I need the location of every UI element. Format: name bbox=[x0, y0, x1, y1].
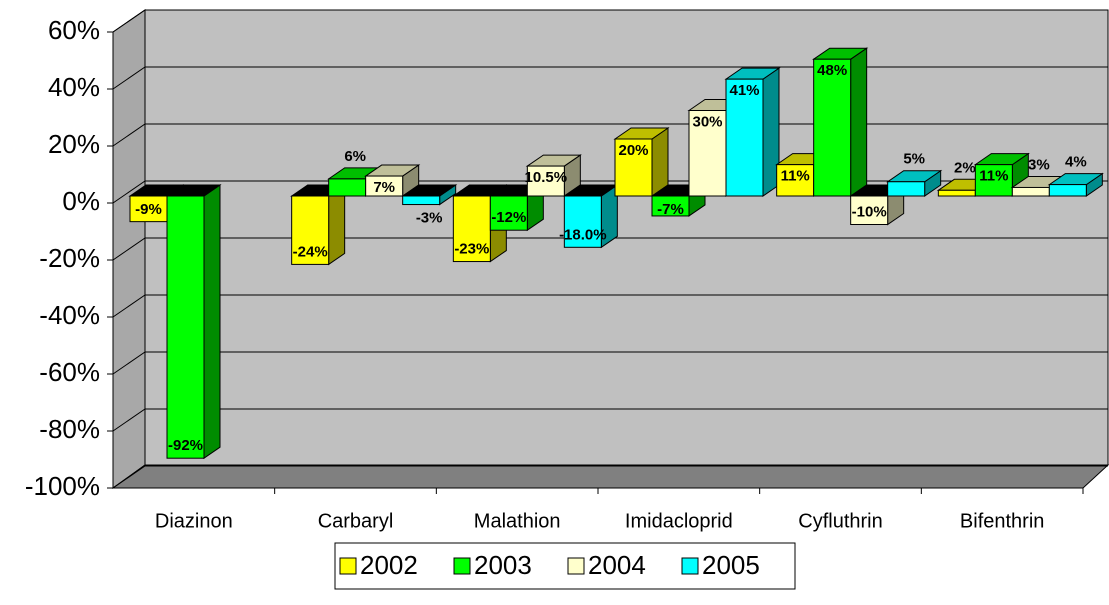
bar bbox=[937, 189, 976, 197]
bar bbox=[1011, 186, 1050, 197]
value-label: 2% bbox=[954, 159, 976, 176]
legend-label: 2004 bbox=[588, 550, 646, 580]
legend-swatch bbox=[567, 557, 585, 575]
bar bbox=[563, 195, 602, 248]
bar-side bbox=[328, 184, 346, 266]
y-tick-label: 0% bbox=[62, 186, 100, 216]
grid bbox=[107, 9, 1108, 494]
value-label: 20% bbox=[618, 142, 648, 159]
value-label: 30% bbox=[692, 113, 722, 130]
bar bbox=[651, 195, 690, 217]
value-label: -18.0% bbox=[559, 226, 607, 243]
y-tick-label: -20% bbox=[39, 243, 100, 273]
legend: 2002 2003 2004 2005 bbox=[339, 550, 760, 580]
bar bbox=[1048, 184, 1087, 197]
value-label: -10% bbox=[852, 203, 887, 220]
bar bbox=[291, 195, 330, 265]
legend-swatch bbox=[681, 557, 699, 575]
legend-swatch bbox=[453, 557, 471, 575]
value-label: 7% bbox=[373, 179, 395, 196]
bar bbox=[328, 178, 367, 197]
bar bbox=[614, 138, 653, 197]
y-tick-label: 40% bbox=[48, 72, 100, 102]
bar bbox=[526, 165, 565, 197]
value-label: -7% bbox=[657, 201, 684, 218]
bar-side bbox=[850, 47, 868, 197]
y-tick-label: -100% bbox=[25, 471, 100, 501]
y-tick-label: 60% bbox=[48, 15, 100, 45]
bar bbox=[365, 175, 404, 197]
grid-line bbox=[112, 465, 1108, 489]
x-tick-label: Cyfluthrin bbox=[798, 510, 882, 532]
bar bbox=[776, 164, 815, 197]
bar bbox=[489, 195, 528, 231]
value-label: -23% bbox=[454, 241, 489, 258]
x-tick-label: Imidacloprid bbox=[625, 510, 733, 532]
legend-label: 2005 bbox=[702, 550, 760, 580]
value-label: 6% bbox=[344, 148, 366, 165]
value-label: 5% bbox=[903, 151, 925, 168]
value-label: 3% bbox=[1028, 156, 1050, 173]
x-tick-label: Carbaryl bbox=[318, 510, 394, 532]
grid-line bbox=[112, 408, 1108, 432]
value-label: 4% bbox=[1065, 154, 1087, 171]
value-label: -92% bbox=[168, 437, 203, 454]
bar bbox=[725, 78, 764, 197]
grid-line bbox=[112, 237, 1108, 261]
bar bbox=[887, 181, 926, 197]
grid-line bbox=[112, 9, 1108, 33]
value-label: 11% bbox=[781, 168, 810, 185]
bar bbox=[850, 195, 889, 225]
value-label: 41% bbox=[729, 82, 759, 99]
bar bbox=[688, 110, 727, 197]
y-tick-label: -60% bbox=[39, 357, 100, 387]
x-tick-label: Bifenthrin bbox=[960, 510, 1045, 532]
legend-swatch bbox=[339, 557, 357, 575]
value-label: -24% bbox=[293, 243, 328, 260]
floor bbox=[111, 464, 1109, 489]
value-label: 11% bbox=[979, 168, 1008, 185]
bar bbox=[974, 164, 1013, 197]
x-tick-label: Malathion bbox=[474, 510, 561, 532]
grid-line bbox=[112, 351, 1108, 375]
grid-line bbox=[112, 294, 1108, 318]
legend-box bbox=[334, 542, 796, 590]
y-tick-label: 20% bbox=[48, 129, 100, 159]
labels: -100% -80% -60% -40% -20% 0% 20% 40% 60% Diazinon… bbox=[25, 15, 1087, 532]
bar bbox=[813, 58, 852, 197]
grid-line bbox=[112, 66, 1108, 90]
legend-label: 2003 bbox=[474, 550, 532, 580]
bar-side bbox=[203, 184, 221, 460]
value-label: -9% bbox=[135, 201, 162, 218]
bar bbox=[166, 195, 205, 459]
grid-line bbox=[112, 123, 1108, 147]
bar bbox=[402, 195, 441, 206]
x-tick-label: Diazinon bbox=[155, 510, 233, 532]
value-label: -3% bbox=[416, 210, 443, 227]
y-tick-label: -40% bbox=[39, 300, 100, 330]
legend-label: 2002 bbox=[360, 550, 418, 580]
y-tick-label: -80% bbox=[39, 414, 100, 444]
value-label: 48% bbox=[817, 62, 847, 79]
value-label: -12% bbox=[491, 209, 526, 226]
bar-side bbox=[651, 127, 669, 197]
bar bbox=[452, 195, 491, 263]
bars bbox=[128, 47, 1104, 460]
value-label: 10.5% bbox=[525, 169, 568, 186]
